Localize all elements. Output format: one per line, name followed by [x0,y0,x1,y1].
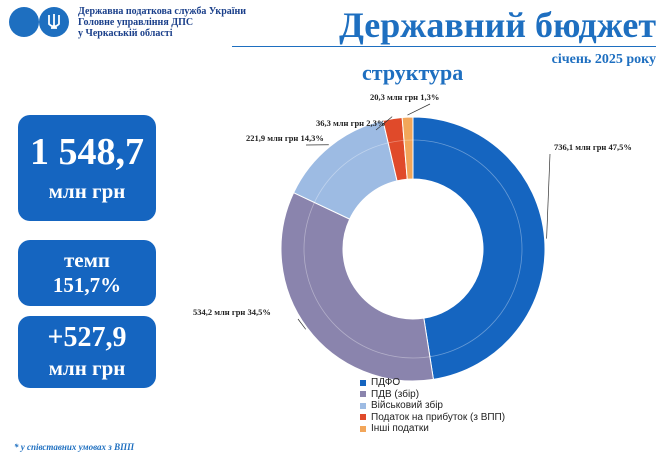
leader-line-4 [375,116,393,131]
footnote: * у співставних умовах з ВПП [14,442,135,452]
chart-legend: ПДФО ПДВ (збір) Військовий збір Податок на … [360,377,505,435]
total-revenue-card: 1 548,7 млн грн [18,115,156,221]
data-label-3: 221,9 млн грн 14,3% [246,133,324,143]
legend-label: ПДВ (збір) [371,388,420,400]
chart-subtitle: структура [362,60,464,85]
revenue-delta-card: +527,9 млн грн [18,316,156,388]
growth-rate-label: темп [63,248,111,272]
report-period: січень 2025 року [551,52,656,67]
legend-item-4: Податок на прибуток (з ВПП) [360,412,505,424]
legend-item-2: ПДВ (збір) [360,389,505,401]
revenue-delta-value: +527,9 [47,322,127,353]
donut-slice-1 [412,116,546,380]
organization-name: Державна податкова служба України Головн… [78,6,246,39]
legend-swatch [360,379,366,386]
data-label-4: 36,3 млн грн 2,3% [316,118,385,128]
total-revenue-unit: млн грн [48,179,126,203]
legend-swatch [360,391,366,398]
legend-swatch [360,414,366,421]
growth-rate-value: 151,7% [52,273,122,297]
org-line-3: у Черкаській області [78,28,173,39]
donut-ring-divider [303,139,523,359]
leader-line-2 [297,318,307,330]
data-label-1: 736,1 млн грн 47,5% [554,142,632,152]
logo [9,7,69,37]
legend-label: Військовий збір [371,400,443,412]
revenue-delta-unit: млн грн [48,356,126,380]
growth-rate-card: темп 151,7% [18,240,156,306]
legend-swatch [360,425,366,432]
legend-swatch [360,402,366,409]
title-divider [232,46,656,47]
legend-label: Інші податки [371,423,429,435]
legend-item-3: Військовий збір [360,400,505,412]
org-line-1: Державна податкова служба України [78,6,247,17]
logo-circle-icon [9,7,39,37]
page-title: Державний бюджет [339,5,656,45]
data-label-5: 20,3 млн грн 1,3% [370,92,439,102]
leader-line-1 [546,153,551,239]
legend-label: Податок на прибуток (з ВПП) [371,411,506,423]
legend-item-5: Інші податки [360,423,505,435]
legend-item-1: ПДФО [360,377,505,389]
total-revenue-value: 1 548,7 [30,131,144,173]
donut-slice-2 [280,191,434,382]
donut-slice-5 [401,116,414,180]
data-label-2: 534,2 млн грн 34,5% [193,307,271,317]
legend-label: ПДФО [371,377,401,389]
org-line-2: Головне управління ДПС [78,17,194,28]
leader-line-5 [407,103,431,116]
